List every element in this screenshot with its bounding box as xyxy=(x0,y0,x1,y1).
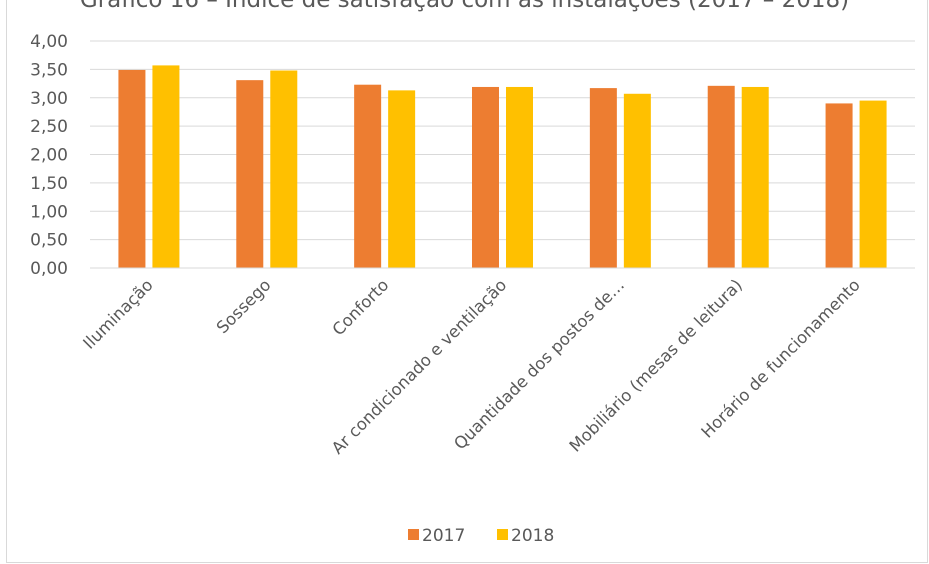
y-tick-label: 1,00 xyxy=(30,202,68,222)
bar-2018-1 xyxy=(152,65,180,268)
y-axis: 0,00 0,50 1,00 1,50 2,00 2,50 3,00 3,50 4,00 xyxy=(30,32,68,279)
x-category-label: Iluminação xyxy=(79,275,156,352)
bar-2017-2 xyxy=(236,80,264,268)
bar-2017-7 xyxy=(825,103,853,268)
bar-2017-1 xyxy=(118,69,146,268)
y-tick-label: 1,50 xyxy=(30,174,68,194)
y-tick-label: 0,00 xyxy=(30,259,68,279)
bar-2017-6 xyxy=(707,85,735,269)
bar-2018-4 xyxy=(506,86,533,268)
gridlines xyxy=(90,40,915,269)
y-tick-label: 4,00 xyxy=(30,32,68,52)
y-tick-label: 0,50 xyxy=(30,231,68,251)
x-category-label: Conforto xyxy=(329,275,393,339)
y-tick-label: 2,50 xyxy=(30,117,68,137)
x-category-label: Sossego xyxy=(213,275,275,337)
y-tick-label: 3,50 xyxy=(30,60,68,80)
bar-2018-7 xyxy=(859,100,887,269)
legend: 2017 2018 xyxy=(408,526,554,546)
y-tick-label: 2,00 xyxy=(30,146,68,166)
y-tick-label: 3,00 xyxy=(30,89,68,109)
legend-swatch-2018 xyxy=(497,529,508,540)
bar-2017-5 xyxy=(589,88,617,268)
legend-swatch-2017 xyxy=(408,529,419,540)
chart-title: Gráfico 16 – Índice de satisfação com as… xyxy=(79,0,850,13)
legend-label-2018: 2018 xyxy=(511,526,554,546)
chart-frame xyxy=(6,0,928,563)
bar-2017-4 xyxy=(472,86,499,268)
legend-label-2017: 2017 xyxy=(422,526,465,546)
bars xyxy=(118,65,887,269)
bar-2018-6 xyxy=(741,86,769,268)
bar-2017-3 xyxy=(354,84,382,268)
bar-2018-3 xyxy=(388,90,416,268)
bar-2018-5 xyxy=(623,93,651,268)
bar-2018-2 xyxy=(270,70,298,268)
